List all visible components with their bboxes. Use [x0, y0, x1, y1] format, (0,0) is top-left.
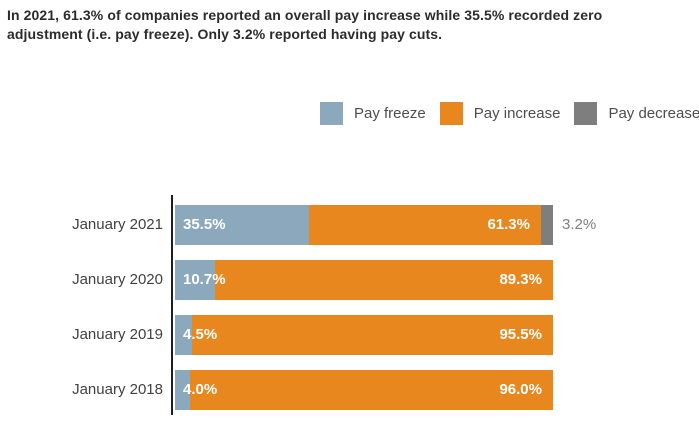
bar-segment-pay-increase: [192, 315, 553, 355]
bar-row: January 2019 4.5% 95.5%: [0, 315, 699, 355]
value-label-pay-increase: 96.0%: [499, 381, 542, 398]
category-label: January 2018: [72, 381, 163, 398]
pay-increase-swatch-icon: [439, 101, 463, 125]
value-label-pay-increase: 95.5%: [499, 326, 542, 343]
bar-row: January 2018 4.0% 96.0%: [0, 370, 699, 410]
bar: 4.0% 96.0%: [175, 370, 699, 410]
value-label-pay-freeze: 4.0%: [183, 381, 218, 398]
value-label-pay-freeze: 4.5%: [183, 326, 218, 343]
bar-segment-pay-decrease: [541, 205, 553, 245]
value-label-pay-increase: 89.3%: [499, 271, 542, 288]
bar-row: January 2021 35.5% 61.3% 3.2%: [0, 205, 699, 245]
category-label: January 2019: [72, 326, 163, 343]
bar-segment-pay-freeze: [175, 315, 192, 355]
bar-segment-pay-freeze: [175, 370, 190, 410]
bar-row: January 2020 10.7% 89.3%: [0, 260, 699, 300]
legend-label-pay-increase: Pay increase: [473, 104, 561, 122]
legend-item-pay-increase: Pay increase: [439, 101, 561, 125]
value-label-pay-increase: 61.3%: [487, 216, 530, 233]
category-label: January 2021: [72, 216, 163, 233]
value-label-pay-freeze: 10.7%: [183, 271, 226, 288]
bar: 4.5% 95.5%: [175, 315, 699, 355]
chart-headline: In 2021, 61.3% of companies reported an …: [7, 7, 603, 42]
value-label-pay-freeze: 35.5%: [183, 216, 226, 233]
legend-item-pay-decrease: Pay decrease: [574, 101, 699, 125]
bar: 35.5% 61.3% 3.2%: [175, 205, 699, 245]
bar-segment-pay-increase: [309, 205, 541, 245]
bar-segment-pay-freeze: [175, 260, 215, 300]
bar-segment-pay-increase: [215, 260, 553, 300]
value-label-pay-decrease: 3.2%: [562, 216, 597, 233]
bar-segment-pay-increase: [190, 370, 553, 410]
legend: Pay freeze Pay increase Pay decrease: [320, 101, 699, 125]
legend-item-pay-freeze: Pay freeze: [320, 101, 426, 125]
legend-label-pay-decrease: Pay decrease: [608, 104, 699, 122]
category-label: January 2020: [72, 271, 163, 288]
stacked-bar-chart: January 2021 35.5% 61.3% 3.2% January 2020 10…: [0, 205, 699, 425]
pay-decrease-swatch-icon: [574, 101, 598, 125]
y-axis-line: [171, 195, 173, 415]
legend-label-pay-freeze: Pay freeze: [354, 104, 426, 122]
bar-segment-pay-freeze: [175, 205, 309, 245]
bar: 10.7% 89.3%: [175, 260, 699, 300]
pay-freeze-swatch-icon: [320, 101, 343, 125]
